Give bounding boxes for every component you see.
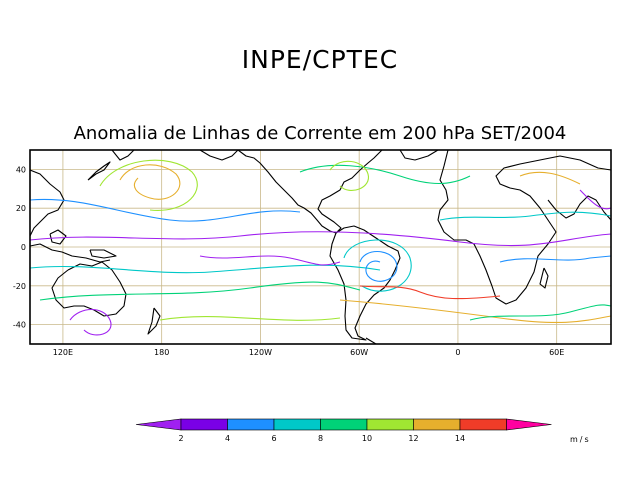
coast-indonesia	[30, 243, 111, 263]
streamline-north-atlantic	[299, 164, 471, 184]
streamline-sa-vortex	[359, 250, 398, 282]
main-title: INPE/CPTEC	[242, 45, 398, 74]
lat-axis: 40 20 0 -20 -40	[13, 165, 26, 329]
colorbar-cell	[273, 418, 321, 431]
lon-tick-label: 120W	[249, 348, 272, 357]
streamline-indian-south	[469, 304, 611, 321]
streamline-africa-north	[439, 211, 611, 221]
colorbar-tick-label: 4	[225, 434, 230, 443]
colorbar-tick-label: 14	[455, 434, 465, 443]
streamline-na-loop	[329, 160, 369, 191]
colorbar-min-triangle	[135, 418, 182, 431]
colorbar-cell	[366, 418, 414, 431]
colorbar-tick-label: 2	[178, 434, 183, 443]
colorbar-cell	[227, 418, 275, 431]
lat-tick-label: 40	[16, 165, 26, 174]
lon-tick-label: 180	[154, 348, 169, 357]
lon-tick-label: 60W	[350, 348, 368, 357]
coast-greenland	[399, 150, 439, 161]
streamline-np-gyre	[119, 164, 181, 200]
coast-east-asia	[30, 169, 65, 237]
coast-new-zealand	[147, 307, 161, 335]
lat-tick-label: 20	[16, 204, 26, 213]
streamline-sa-vortex-outer	[343, 239, 412, 292]
lon-tick-label: 120E	[53, 348, 73, 357]
streamline-indian-ocean	[499, 255, 611, 263]
streamline-arabia	[519, 171, 581, 185]
colorbar-cell	[180, 418, 228, 431]
streamline-eq-westerly	[30, 231, 611, 247]
colorbar-tick-label: 12	[408, 434, 418, 443]
map-frame	[29, 149, 612, 345]
lat-tick-label: -20	[13, 282, 26, 291]
colorbar-cell	[413, 418, 461, 431]
coast-alaska	[199, 150, 239, 161]
colorbar-cell	[459, 418, 507, 431]
streamline-north-pacific	[30, 198, 301, 222]
coast-africa-europe	[437, 150, 611, 305]
coast-japan	[87, 161, 111, 181]
colorbar-tick-label: 8	[318, 434, 323, 443]
colorbar-units: m/s	[570, 435, 591, 444]
streamline-np-gyre-outer	[99, 159, 198, 211]
colorbar-max-triangle	[506, 418, 552, 431]
lat-tick-label: -40	[13, 321, 26, 330]
colorbar-tick-label: 6	[271, 434, 276, 443]
streamline-south-atlantic	[359, 285, 501, 300]
coast-south-america	[329, 225, 401, 341]
streamline-far-west	[579, 189, 611, 210]
lon-axis: 120E 180 120W 60W 0 60E	[53, 348, 565, 357]
streamline-sw-pacific-eddy	[69, 308, 112, 336]
coast-kamchatka	[111, 150, 135, 161]
streamlines	[30, 159, 611, 336]
colorbar: 2 4 6 8 10 12 14 m/s	[135, 418, 591, 444]
coast-borneo	[49, 229, 67, 245]
lon-tick-label: 60E	[549, 348, 564, 357]
lon-tick-label: 0	[455, 348, 460, 357]
coast-madagascar	[539, 267, 549, 289]
map-subtitle: Anomalia de Linhas de Corrente em 200 hP…	[74, 123, 567, 144]
coast-new-guinea	[89, 249, 117, 259]
colorbar-cell	[320, 418, 368, 431]
graticule	[30, 150, 611, 344]
lat-tick-label: 0	[21, 243, 26, 252]
streamline-sp-high-lat	[159, 316, 341, 321]
coast-antarctica	[365, 337, 377, 344]
streamline-sa-jet	[339, 299, 611, 323]
map-panel: 120E 180 120W 60W 0 60E 40 20 0 -20 -40	[13, 149, 612, 357]
streamline-east-pacific	[199, 255, 341, 266]
streamline-south-pacific	[39, 281, 361, 301]
colorbar-tick-label: 10	[362, 434, 372, 443]
